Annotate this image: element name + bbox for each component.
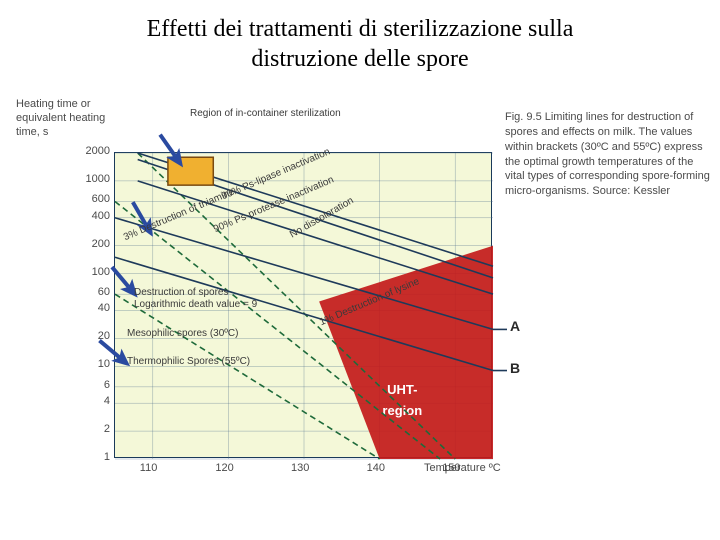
svg-text:region: region [382,403,422,418]
xtick: 150 [442,462,460,474]
xtick: 110 [140,462,158,474]
x-axis-label: Temperature ºC [424,462,501,474]
ytick: 600 [14,193,110,205]
annot-thermophilic: Thermophilic Spores (55ºC) [127,356,250,368]
page-title: Effetti dei trattamenti di sterilizzazio… [0,0,720,80]
ytick: 2 [14,423,110,435]
ytick: 1000 [14,173,110,185]
figure-caption: Fig. 9.5 Limiting lines for destruction … [505,110,710,199]
svg-text:UHT-: UHT- [387,382,417,397]
ytick: 400 [14,210,110,222]
xtick: 140 [367,462,385,474]
ytick: 1 [14,451,110,463]
marker-a: A [510,318,520,334]
title-line-2: distruzione delle spore [251,46,468,72]
figure-wrapper: Heating time or equivalent heating time,… [10,80,710,510]
marker-b: B [510,360,520,376]
ytick: 40 [14,302,110,314]
xtick: 120 [215,462,233,474]
y-axis-label: Heating time or equivalent heating time,… [16,98,111,139]
ytick: 6 [14,379,110,391]
annot-incontainer: Region of in-container sterilization [190,108,341,120]
annot-destruction-spores: Destruction of sporesLogarithmic death v… [134,287,257,311]
title-line-1: Effetti dei trattamenti di sterilizzazio… [147,16,574,42]
annot-mesophilic: Mesophilic spores (30ºC) [127,328,238,340]
xtick: 130 [291,462,309,474]
ytick: 100 [14,266,110,278]
ytick: 20 [14,330,110,342]
ytick: 2000 [14,145,110,157]
ytick: 10 [14,358,110,370]
ytick: 4 [14,395,110,407]
ytick: 200 [14,238,110,250]
ytick: 60 [14,286,110,298]
